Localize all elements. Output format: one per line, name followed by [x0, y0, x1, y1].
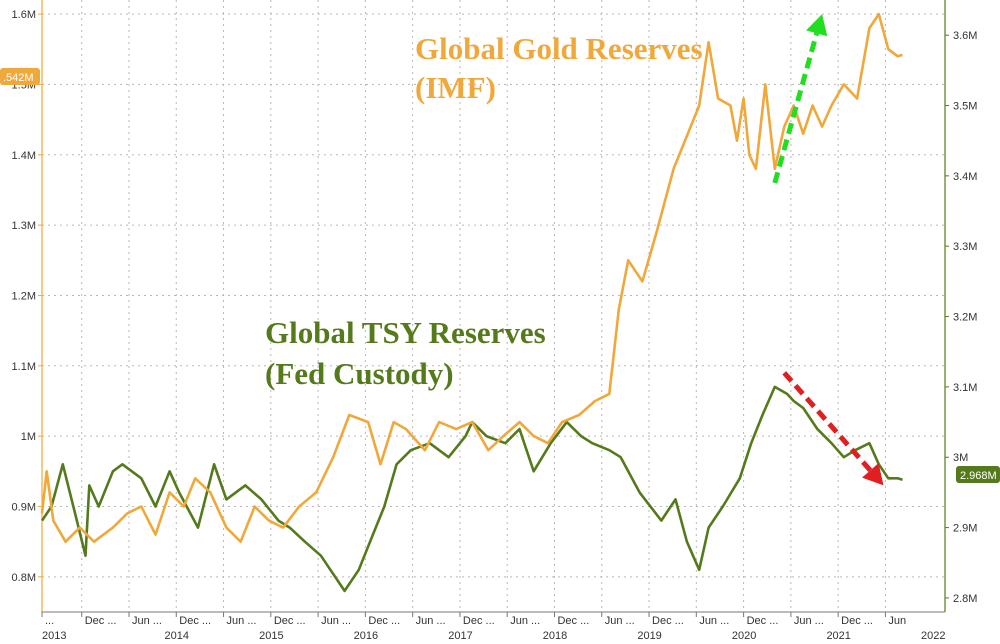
left-tick-label-0: 0.8M [12, 572, 36, 584]
x-year-label-1: 2014 [165, 630, 189, 642]
trend-arrow-up-shaft [772, 32, 820, 184]
left-tick-label-1: 0.9M [12, 501, 36, 513]
x-tick-label-10: Jun ... [510, 615, 540, 627]
x-tick-label-14: Jun ... [699, 615, 729, 627]
left-tick-label-5: 1.3M [12, 220, 36, 232]
x-tick-label-8: Jun ... [416, 615, 446, 627]
series-line-gold [40, 12, 903, 544]
right-tick-label-5: 3.3M [953, 241, 977, 253]
x-tick-label-6: Jun ... [321, 615, 351, 627]
x-year-label-0: 2013 [42, 630, 66, 642]
x-tick-label-16: Jun ... [794, 615, 824, 627]
series-line-tsy [40, 385, 903, 593]
x-year-label-7: 2020 [732, 630, 756, 642]
gold-last-value-badge [0, 68, 40, 85]
x-tick-label-13: Dec ... [652, 615, 684, 627]
gold-annotation-line1: Global Gold Reserves [415, 31, 703, 66]
x-year-label-6: 2019 [637, 630, 661, 642]
x-tick-label-11: Dec ... [557, 615, 589, 627]
trend-arrows [772, 14, 884, 486]
right-tick-label-1: 2.9M [953, 523, 977, 535]
x-year-label-5: 2018 [543, 630, 567, 642]
x-year-label-3: 2016 [354, 630, 378, 642]
x-tick-label-12: Jun ... [605, 615, 635, 627]
left-tick-label-8: 1.6M [12, 9, 36, 21]
gridlines [41, 0, 945, 612]
trend-arrow-up-head [806, 14, 828, 37]
gold-last-value-label: .542M [3, 72, 34, 84]
x-tick-label-3: Dec ... [179, 615, 211, 627]
x-tick-label-15: Dec ... [747, 615, 779, 627]
gold-annotation-line2: (IMF) [415, 70, 496, 105]
x-tick-label-17: Dec ... [841, 615, 873, 627]
x-year-label-2: 2015 [259, 630, 283, 642]
last-value-badges: .542M 2.968M [0, 68, 1000, 483]
tsy-annotation-line1: Global TSY Reserves [265, 315, 546, 350]
right-tick-label-4: 3.2M [953, 312, 977, 324]
left-tick-label-3: 1.1M [12, 361, 36, 373]
x-year-label-4: 2017 [448, 630, 472, 642]
x-axis-ticks: ... Dec ... Jun ... Dec ... Jun ... Dec ... Ju… [41, 612, 945, 642]
x-tick-label-4: Jun ... [227, 615, 257, 627]
right-tick-label-2: 3M [953, 452, 968, 464]
left-tick-label-6: 1.4M [12, 150, 36, 162]
x-tick-label-2: Jun ... [132, 615, 162, 627]
x-tick-label-1: Dec ... [85, 615, 117, 627]
trend-arrow-down-shaft [782, 371, 873, 473]
right-tick-label-7: 3.5M [953, 101, 977, 113]
series-lines [40, 12, 903, 593]
x-tick-label-9: Dec ... [463, 615, 495, 627]
left-tick-label-2: 1M [21, 431, 36, 443]
x-year-label-8: 2021 [826, 630, 850, 642]
x-year-label-9: 2022 [921, 630, 945, 642]
right-tick-label-0: 2.8M [953, 593, 977, 605]
right-tick-label-3: 3.1M [953, 382, 977, 394]
right-tick-label-6: 3.4M [953, 171, 977, 183]
x-tick-label-0: ... [45, 615, 54, 627]
right-tick-label-8: 3.6M [953, 30, 977, 42]
tsy-last-value-label: 2.968M [960, 470, 997, 482]
x-tick-label-5: Dec ... [274, 615, 306, 627]
tsy-last-value-badge [956, 466, 1000, 483]
tsy-annotation-line2: (Fed Custody) [265, 356, 454, 391]
left-tick-label-4: 1.2M [12, 290, 36, 302]
x-tick-label-7: Dec ... [368, 615, 400, 627]
trend-arrow-down-head [862, 463, 884, 486]
x-tick-label-18: Jun [888, 615, 906, 627]
right-axis-ticks: 2.8M 2.9M 3M 3.1M 3.2M 3.3M 3.4M 3.5M 3.6M [945, 30, 977, 605]
